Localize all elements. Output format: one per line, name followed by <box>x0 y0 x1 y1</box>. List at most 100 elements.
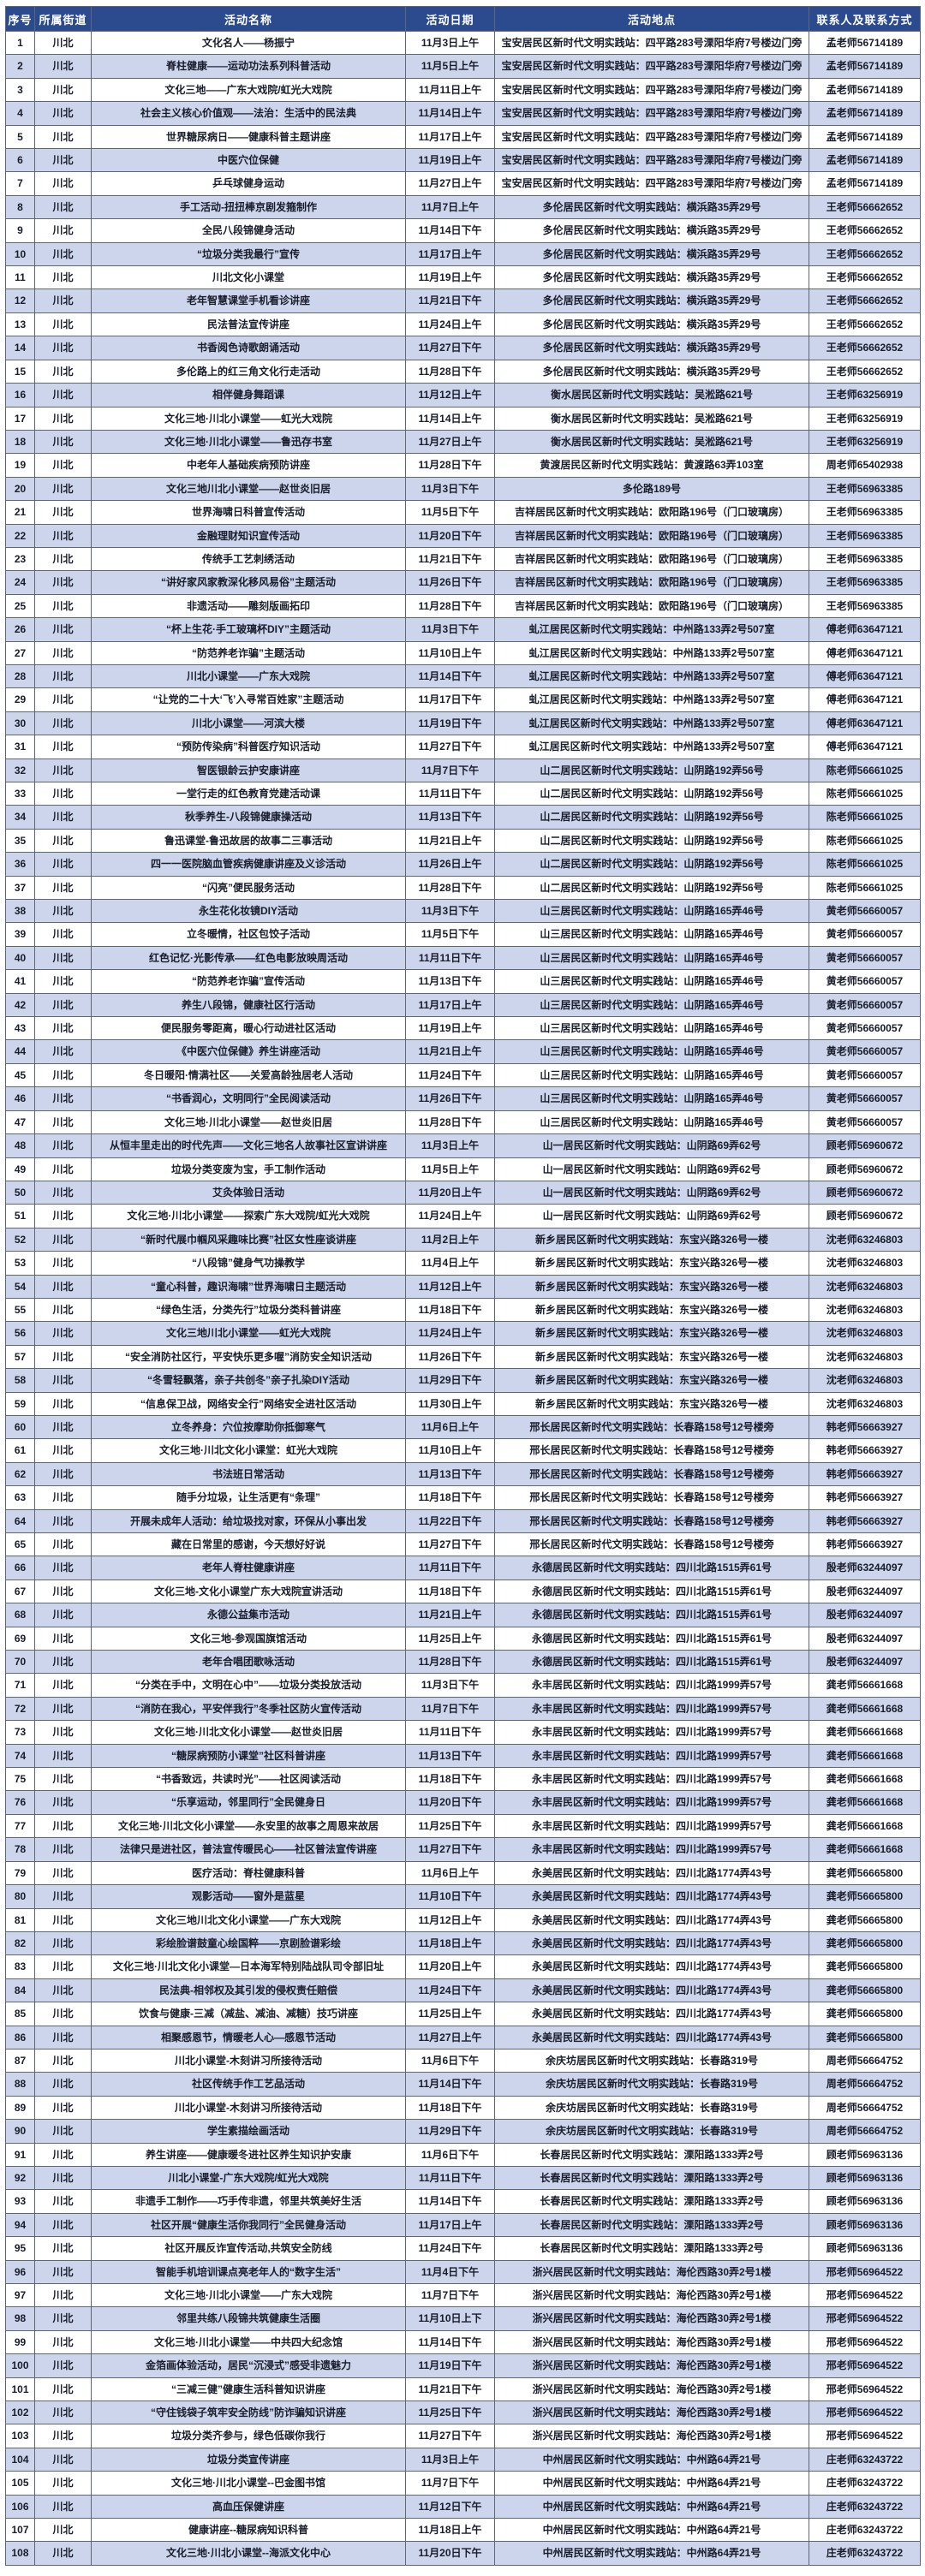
table-row: 15 川北 多伦路上的红三角文化行走活动 11月28日下午 多伦居民区新时代文明… <box>5 359 921 384</box>
cell-seq: 12 <box>5 289 35 313</box>
cell-seq: 52 <box>5 1227 35 1252</box>
cell-location: 山三居民区新时代文明实践站：山阴路165弄46号 <box>494 899 809 924</box>
cell-contact: 王老师56662652 <box>809 336 921 360</box>
cell-seq: 34 <box>5 805 35 830</box>
cell-seq: 69 <box>5 1626 35 1651</box>
cell-seq: 1 <box>5 30 35 56</box>
cell-date: 11月18日上午 <box>405 1931 495 1956</box>
cell-date: 11月28日下午 <box>405 1110 495 1135</box>
cell-date: 11月19日下午 <box>405 2353 495 2378</box>
cell-street: 川北 <box>34 1485 92 1510</box>
cell-contact: 龚老师56661668 <box>809 1696 921 1722</box>
cell-street: 川北 <box>34 2142 92 2167</box>
cell-date: 11月28日下午 <box>405 875 495 901</box>
cell-street: 川北 <box>34 2048 92 2073</box>
table-row: 65 川北 藏在日常里的感谢，今天想好好说 11月27日下午 邢长居民区新时代文… <box>5 1532 921 1557</box>
cell-location: 永丰居民区新时代文明实践站：四川北路1999弄57号 <box>494 1767 809 1792</box>
cell-street: 川北 <box>34 2236 92 2261</box>
cell-contact: 黄老师56660057 <box>809 922 921 947</box>
cell-location: 宝安居民区新时代文明实践站：四平路283号溧阳华府7号楼边门旁 <box>494 77 809 103</box>
cell-location: 宝安居民区新时代文明实践站：四平路283号溧阳华府7号楼边门旁 <box>494 148 809 173</box>
cell-date: 11月27日上午 <box>405 2025 495 2049</box>
cell-date: 11月28日下午 <box>405 1650 495 1675</box>
cell-date: 11月7日下午 <box>405 2471 495 2496</box>
table-row: 64 川北 开展未成年人活动：给垃圾找对家，环保从小事出发 11月22日下午 邢… <box>5 1508 921 1534</box>
cell-seq: 93 <box>5 2189 35 2214</box>
cell-location: 中州居民区新时代文明实践站：中州路64弄21号 <box>494 2518 809 2543</box>
cell-contact: 傅老师63647121 <box>809 640 921 665</box>
cell-location: 山三居民区新时代文明实践站：山阴路165弄46号 <box>494 1110 809 1135</box>
cell-street: 川北 <box>34 711 92 736</box>
cell-activity: 医疗活动：脊柱健康科普 <box>91 1860 406 1886</box>
column-header-seq: 序号 <box>5 6 35 32</box>
table-row: 55 川北 “绿色生活，分类先行”垃圾分类科普讲座 11月18日下午 新乡居民区… <box>5 1297 921 1323</box>
table-row: 25 川北 非遗活动——雕刻版画拓印 11月28日下午 吉祥居民区新时代文明实践… <box>5 593 921 619</box>
cell-date: 11月17日下午 <box>405 687 495 712</box>
table-row: 86 川北 相聚感恩节，情暖老人心—感恩节活动 11月27日上午 永美居民区新时… <box>5 2025 921 2049</box>
cell-contact: 顾老师56960672 <box>809 1180 921 1205</box>
cell-contact: 沈老师63246803 <box>809 1274 921 1299</box>
cell-street: 川北 <box>34 1626 92 1651</box>
table-row: 70 川北 老年合唱团歌咏活动 11月28日下午 永德居民区新时代文明实践站：四… <box>5 1650 921 1675</box>
cell-location: 永丰居民区新时代文明实践站：四川北路1999弄57号 <box>494 1696 809 1722</box>
cell-date: 11月3日下午 <box>405 1673 495 1698</box>
cell-location: 邢长居民区新时代文明实践站：长春路158号12号楼旁 <box>494 1461 809 1487</box>
cell-seq: 19 <box>5 453 35 478</box>
cell-contact: 王老师56963385 <box>809 570 921 595</box>
table-row: 73 川北 文化三地·川北文化小课堂——赵世炎旧居 11月11日下午 永丰居民区… <box>5 1720 921 1745</box>
cell-contact: 黄老师56660057 <box>809 1016 921 1041</box>
cell-activity: 观影活动——窗外是蓝星 <box>91 1884 406 1909</box>
cell-location: 虬江居民区新时代文明实践站：中州路133弄2号507室 <box>494 687 809 712</box>
table-row: 87 川北 川北小课堂-木刻讲习所接待活动 11月6日下午 余庆坊居民区新时代文… <box>5 2048 921 2073</box>
cell-contact: 庄老师63243722 <box>809 2518 921 2543</box>
cell-street: 川北 <box>34 2282 92 2308</box>
cell-date: 11月27日下午 <box>405 1532 495 1557</box>
cell-street: 川北 <box>34 218 92 243</box>
cell-contact: 王老师63256919 <box>809 383 921 408</box>
cell-street: 川北 <box>34 2518 92 2543</box>
table-row: 14 川北 书香阅色诗歌朗诵活动 11月27日下午 多伦居民区新时代文明实践站：… <box>5 336 921 360</box>
table-row: 63 川北 随手分垃圾，让生活更有“条理” 11月18日下午 邢长居民区新时代文… <box>5 1485 921 1510</box>
cell-seq: 21 <box>5 500 35 525</box>
cell-seq: 92 <box>5 2165 35 2191</box>
cell-street: 川北 <box>34 1438 92 1463</box>
cell-street: 川北 <box>34 1157 92 1181</box>
cell-contact: 邢老师56964522 <box>809 2282 921 2308</box>
cell-seq: 20 <box>5 476 35 502</box>
cell-location: 邢长居民区新时代文明实践站：长春路158号12号楼旁 <box>494 1438 809 1463</box>
table-row: 74 川北 “糖尿病预防小课堂”社区科普讲座 11月13日下午 永丰居民区新时代… <box>5 1743 921 1769</box>
cell-date: 11月12日上午 <box>405 1907 495 1932</box>
cell-street: 川北 <box>34 1461 92 1487</box>
cell-date: 11月24日下午 <box>405 2236 495 2261</box>
table-row: 88 川北 社区传统手作工艺品活动 11月14日下午 余庆坊居民区新时代文明实践… <box>5 2072 921 2097</box>
cell-date: 11月24日上午 <box>405 1204 495 1229</box>
cell-street: 川北 <box>34 500 92 525</box>
cell-date: 11月20日下午 <box>405 523 495 548</box>
cell-activity: 秋季养生-八段锦健康操活动 <box>91 805 406 830</box>
cell-location: 新乡居民区新时代文明实践站：东宝兴路326号一楼 <box>494 1297 809 1323</box>
table-row: 96 川北 智能手机培训课点亮老年人的“数字生活” 11月4日下午 浙兴居民区新… <box>5 2259 921 2285</box>
cell-contact: 龚老师56661668 <box>809 1790 921 1815</box>
cell-date: 11月3日下午 <box>405 476 495 502</box>
table-row: 49 川北 垃圾分类变废为宝，手工制作活动 11月5日上午 山一居民区新时代文明… <box>5 1157 921 1181</box>
cell-seq: 43 <box>5 1016 35 1041</box>
cell-date: 11月26日下午 <box>405 570 495 595</box>
table-row: 33 川北 一堂行走的红色教育党建活动课 11月11日下午 山二居民区新时代文明… <box>5 781 921 806</box>
cell-activity: 文化三地·川北小课堂——鲁迅存书室 <box>91 429 406 455</box>
cell-contact: 沈老师63246803 <box>809 1344 921 1370</box>
table-row: 52 川北 “新时代展巾帼风采趣味比赛”社区女性座谈讲座 11月2日上午 新乡居… <box>5 1227 921 1252</box>
cell-date: 11月13日下午 <box>405 805 495 830</box>
cell-street: 川北 <box>34 1180 92 1205</box>
cell-location: 浙兴居民区新时代文明实践站：海伦西路30弄2号1楼 <box>494 2282 809 2308</box>
cell-seq: 41 <box>5 969 35 994</box>
cell-activity: 乒乓球健身运动 <box>91 171 406 196</box>
table-row: 67 川北 文化三地-文化小课堂广东大戏院宣讲活动 11月18日下午 永德居民区… <box>5 1579 921 1604</box>
cell-street: 川北 <box>34 735 92 759</box>
cell-street: 川北 <box>34 289 92 313</box>
cell-date: 11月17日上午 <box>405 124 495 150</box>
cell-date: 11月6日下午 <box>405 2142 495 2167</box>
cell-seq: 48 <box>5 1133 35 1158</box>
cell-contact: 顾老师56963136 <box>809 2189 921 2214</box>
cell-seq: 106 <box>5 2494 35 2519</box>
cell-location: 山三居民区新时代文明实践站：山阴路165弄46号 <box>494 922 809 947</box>
